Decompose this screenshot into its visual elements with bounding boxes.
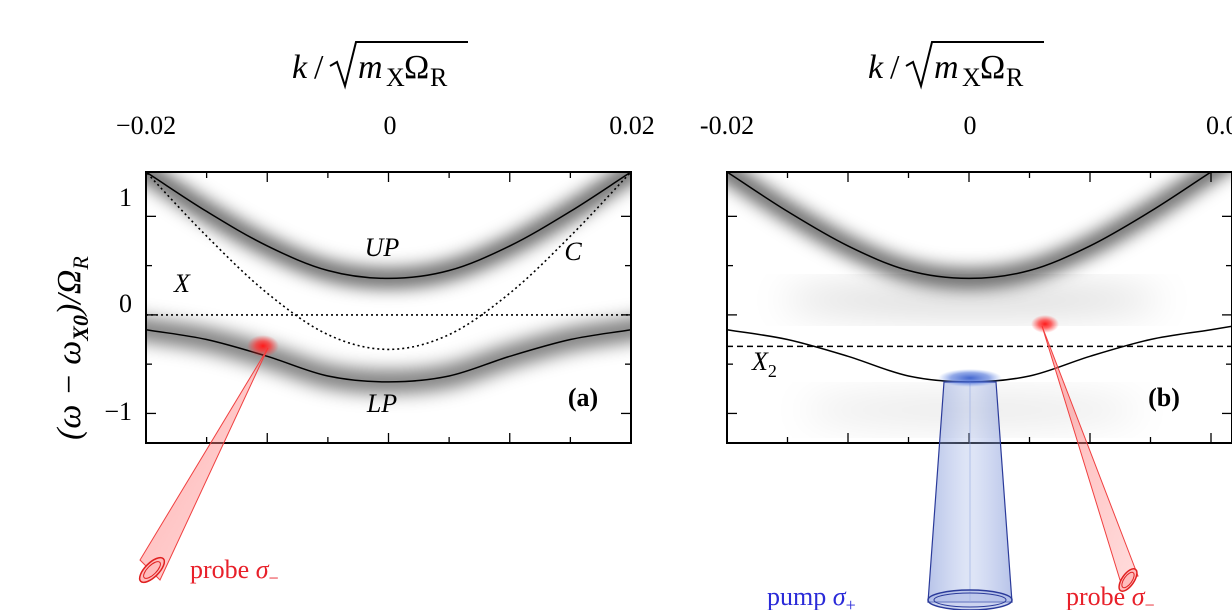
- label-c: C: [564, 237, 582, 266]
- label-lp: LP: [366, 389, 397, 418]
- probe-label-b: probe σ−: [1066, 582, 1155, 610]
- label-up: UP: [365, 233, 400, 262]
- svg-text:R: R: [1006, 63, 1024, 92]
- x-axis-label-b: k / m X Ω R: [868, 41, 1044, 92]
- spectral-density-a: [146, 172, 631, 393]
- svg-text:R: R: [430, 63, 448, 92]
- panel-a: −0.02 0 0.02 1 0 −1 k / m X Ω R (ω − ωX0…: [51, 41, 655, 588]
- x-tick-a-mid: 0: [384, 111, 397, 140]
- probe-beam-a: [138, 335, 279, 584]
- upper-polariton-curve: [146, 172, 631, 280]
- spectral-density-b: [727, 172, 1232, 424]
- label-x: X: [173, 269, 191, 298]
- svg-text:X: X: [386, 63, 405, 92]
- probe-spot-a: [247, 335, 279, 357]
- upper-polariton-curve-b: [727, 172, 1213, 280]
- probe-spot-b: [1031, 315, 1059, 333]
- y-axis-label-a: (ω − ωX0)/ΩR: [51, 256, 93, 440]
- svg-text:k: k: [292, 49, 308, 86]
- svg-text:m: m: [934, 49, 959, 86]
- y-tick-a-0: 0: [119, 289, 132, 318]
- y-tick-a-1: 1: [119, 183, 132, 212]
- x2-gray-band: [782, 287, 1162, 313]
- probe-beam-b: [1031, 315, 1139, 592]
- x-axis-label-a: k / m X Ω R: [292, 41, 468, 92]
- pump-label: pump σ+: [767, 582, 856, 610]
- photon-curve-c: [146, 172, 631, 351]
- lower-polariton-curve: [146, 328, 631, 383]
- pump-spot: [938, 369, 1002, 387]
- x-tick-a-right: 0.02: [609, 111, 655, 140]
- x-tick-b-left: -0.02: [700, 111, 754, 140]
- svg-text:/: /: [314, 49, 324, 86]
- x-tick-b-right: 0.02: [1206, 111, 1232, 140]
- ticks-a: [145, 172, 632, 443]
- panel-b: -0.02 0 0.02 k / m X Ω R X2 (b) pump σ+: [700, 41, 1232, 610]
- y-tick-a-m1: −1: [104, 397, 132, 426]
- svg-text:m: m: [358, 49, 383, 86]
- probe-label-a: probe σ−: [190, 555, 279, 588]
- svg-text:k: k: [868, 49, 884, 86]
- svg-text:(ω − ωX0)/ΩR: (ω − ωX0)/ΩR: [51, 256, 93, 440]
- x-tick-b-mid: 0: [964, 111, 977, 140]
- svg-text:/: /: [890, 49, 900, 86]
- panel-tag-b: (b): [1148, 383, 1180, 412]
- ticks-b: [726, 172, 1232, 443]
- pump-beam: [927, 369, 1013, 610]
- panel-tag-a: (a): [568, 383, 598, 412]
- label-x2: X2: [751, 347, 777, 381]
- x-tick-a-left: −0.02: [116, 111, 176, 140]
- svg-text:Ω: Ω: [980, 49, 1005, 86]
- svg-text:Ω: Ω: [404, 49, 429, 86]
- svg-text:X: X: [962, 63, 981, 92]
